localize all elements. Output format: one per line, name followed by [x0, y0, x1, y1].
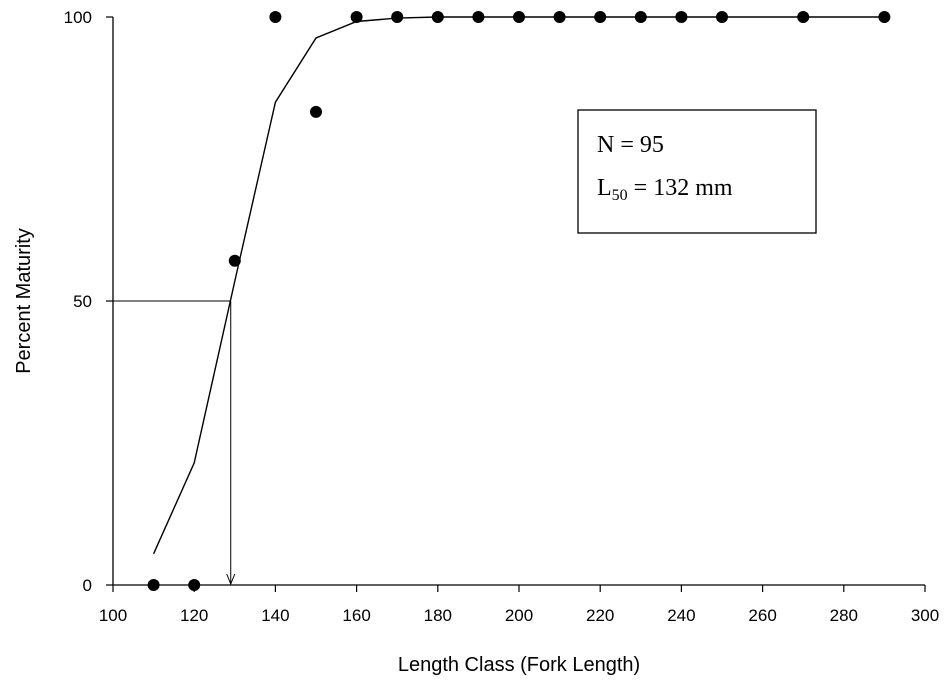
x-tick-label-120: 120 — [180, 606, 208, 625]
x-tick-label-280: 280 — [830, 606, 858, 625]
x-tick-label-160: 160 — [342, 606, 370, 625]
y-tick-label-0: 0 — [83, 576, 92, 595]
x-tick-label-180: 180 — [424, 606, 452, 625]
data-point-160 — [350, 11, 363, 23]
data-point-140 — [269, 11, 282, 23]
data-points — [147, 11, 891, 591]
x-tick-label-260: 260 — [748, 606, 776, 625]
data-point-210 — [553, 11, 566, 23]
data-point-170 — [391, 11, 404, 23]
annotation-l50: L50 = 132 mm — [597, 175, 733, 204]
y-tick-label-50: 50 — [73, 292, 92, 311]
x-tick-label-300: 300 — [911, 606, 939, 625]
x-axis-title: Length Class (Fork Length) — [398, 654, 640, 676]
axes — [112, 17, 925, 586]
data-point-180 — [431, 11, 444, 23]
tick-marks — [106, 16, 926, 592]
data-point-110 — [147, 579, 160, 591]
data-point-190 — [472, 11, 485, 23]
y-tick-label-100: 100 — [64, 8, 92, 27]
data-point-230 — [634, 11, 647, 23]
fitted-curve-group — [152, 16, 885, 555]
data-point-250 — [716, 11, 728, 23]
x-tick-label-100: 100 — [99, 606, 127, 625]
data-point-150 — [310, 105, 322, 118]
data-point-120 — [188, 579, 201, 591]
y-axis-title: Percent Maturity — [13, 228, 35, 374]
data-point-130 — [228, 254, 241, 267]
data-point-220 — [594, 11, 607, 23]
tick-labels: 100 120 140 160 180 200 220 240 260 280 300 0 50 100 — [64, 8, 940, 625]
x-tick-label-220: 220 — [586, 606, 614, 625]
annotation-box: N = 95 L50 = 132 mm — [577, 109, 817, 234]
data-point-200 — [513, 11, 525, 23]
x-tick-label-240: 240 — [667, 606, 695, 625]
annotation-n: N = 95 — [597, 132, 664, 158]
l50-arrowhead — [226, 573, 236, 586]
x-tick-label-140: 140 — [261, 606, 289, 625]
data-point-270 — [797, 11, 810, 23]
l50-marker — [113, 300, 236, 586]
data-point-290 — [878, 11, 891, 23]
fitted-curve — [152, 16, 885, 555]
x-tick-label-200: 200 — [505, 606, 533, 625]
data-point-240 — [675, 11, 688, 23]
